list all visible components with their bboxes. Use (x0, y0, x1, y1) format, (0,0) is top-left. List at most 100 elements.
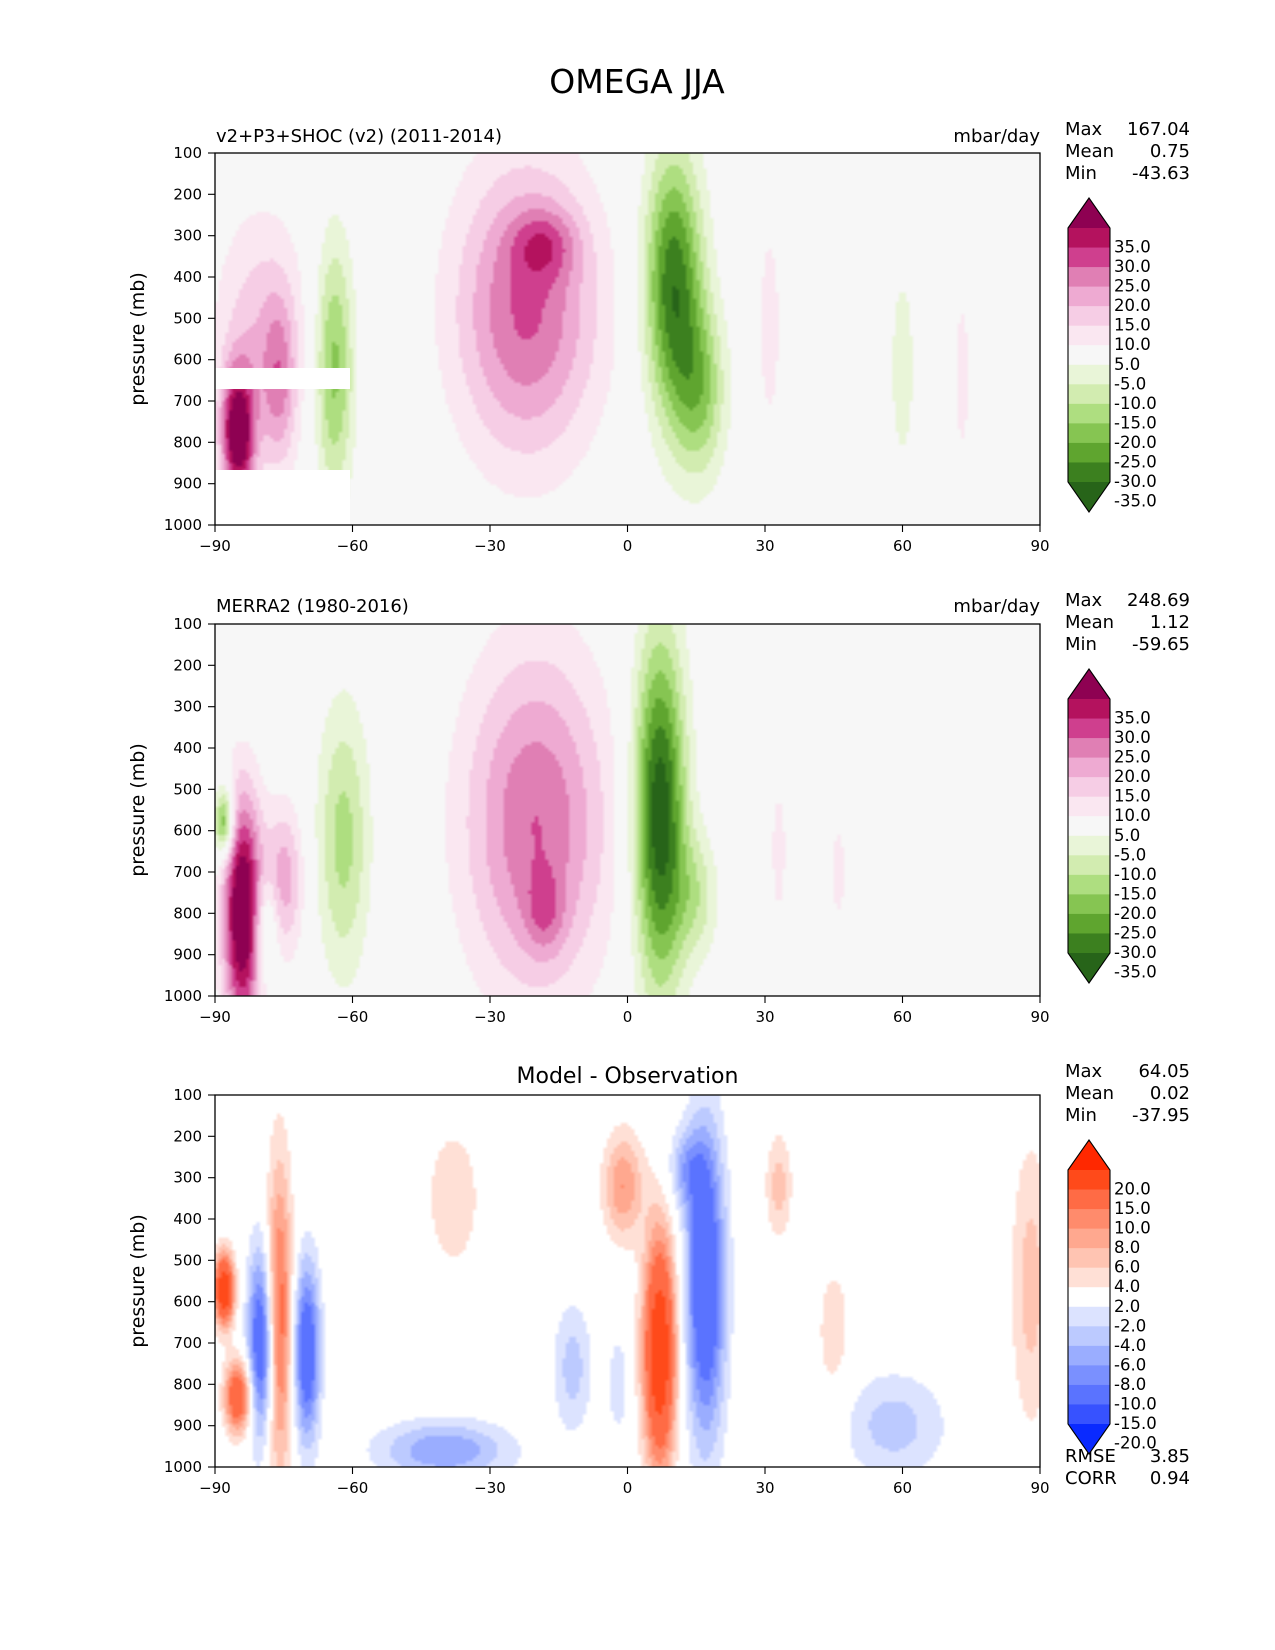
colorbar-level-label: 6.0 (1114, 1258, 1140, 1277)
colorbar-extend-max (1068, 1140, 1110, 1170)
y-tick-label: 600 (173, 822, 202, 840)
y-tick-label: 500 (173, 309, 202, 327)
colorbar-segment (1068, 384, 1110, 405)
y-tick-label: 800 (173, 433, 202, 451)
y-tick-label: 400 (173, 739, 202, 757)
colorbar-level-label: 5.0 (1114, 826, 1140, 845)
y-tick-label: 800 (173, 1375, 202, 1393)
x-tick-label: 30 (755, 1479, 774, 1497)
colorbar-level-label: 15.0 (1114, 316, 1151, 335)
colorbar-segment (1068, 835, 1110, 856)
colorbar-level-label: -25.0 (1114, 452, 1157, 471)
colorbar-segment (1068, 816, 1110, 837)
y-tick-label: 200 (173, 185, 202, 203)
colorbar-extend-max (1068, 198, 1110, 228)
colorbar-segment (1068, 442, 1110, 463)
stat-rmse-label: RMSE (1065, 1446, 1116, 1467)
y-tick-label: 900 (173, 475, 202, 493)
x-tick-label: −60 (337, 1479, 369, 1497)
x-tick-label: 30 (755, 1008, 774, 1026)
colorbar-level-label: -15.0 (1114, 1414, 1157, 1433)
colorbar-segment (1068, 757, 1110, 778)
y-tick-label: 700 (173, 392, 202, 410)
colorbar-segment (1068, 403, 1110, 424)
colorbar-level-label: 20.0 (1114, 1180, 1151, 1199)
colorbar-segment (1068, 325, 1110, 346)
colorbar-level-label: -20.0 (1114, 904, 1157, 923)
colorbar-level-label: -8.0 (1114, 1375, 1146, 1394)
colorbar-segment (1068, 1248, 1110, 1269)
y-tick-label: 300 (173, 698, 202, 716)
y-tick-label: 1000 (164, 516, 202, 534)
y-axis-label: pressure (mb) (127, 272, 149, 406)
colorbar-segment (1068, 1326, 1110, 1347)
stat-max-value: 167.04 (1127, 119, 1190, 140)
colorbar-segment (1068, 933, 1110, 954)
colorbar-level-label: -4.0 (1114, 1336, 1146, 1355)
masked-region (215, 470, 350, 525)
panel-title: Model - Observation (517, 1064, 739, 1089)
stats-box: Max 167.04 Mean 0.75 Min -43.63 (1065, 119, 1190, 184)
colorbar-extend-max (1068, 669, 1110, 699)
y-tick-label: 800 (173, 904, 202, 922)
colorbar-segment (1068, 247, 1110, 268)
colorbar-segment (1068, 1267, 1110, 1288)
colorbar-segment (1068, 913, 1110, 934)
stat-max-value: 248.69 (1127, 590, 1190, 611)
colorbar-segment (1068, 306, 1110, 327)
x-tick-label: −90 (199, 1479, 231, 1497)
colorbar-level-label: 35.0 (1114, 709, 1151, 728)
y-tick-label: 300 (173, 1169, 202, 1187)
panel-title: MERRA2 (1980-2016) (216, 596, 409, 617)
panel-difference: 100 200 300 400 500 600 700 800 900 1000… (127, 1061, 1190, 1497)
stats-box: Max 248.69 Mean 1.12 Min -59.65 (1065, 590, 1190, 655)
colorbar-extend-min (1068, 953, 1110, 983)
stat-min-label: Min (1065, 634, 1097, 655)
colorbar-level-label: -6.0 (1114, 1355, 1146, 1374)
y-tick-label: 700 (173, 863, 202, 881)
colorbar-level-label: -30.0 (1114, 943, 1157, 962)
colorbar-level-label: 15.0 (1114, 1199, 1151, 1218)
stat-mean-label: Mean (1065, 612, 1114, 633)
stat-min-value: -59.65 (1132, 634, 1190, 655)
colorbar-extend-min (1068, 482, 1110, 512)
colorbar-level-label: -5.0 (1114, 845, 1146, 864)
x-tick-label: −30 (474, 1479, 506, 1497)
colorbar-segment (1068, 1345, 1110, 1366)
colorbar-segment (1068, 1189, 1110, 1210)
x-tick-label: 60 (893, 1479, 912, 1497)
y-axis-label: pressure (mb) (127, 1214, 149, 1348)
stat-max-label: Max (1065, 1061, 1103, 1082)
y-tick-label: 400 (173, 1210, 202, 1228)
stat-max-label: Max (1065, 590, 1103, 611)
y-tick-label: 100 (173, 144, 202, 162)
x-tick-label: 0 (623, 1479, 633, 1497)
x-tick-label: −60 (337, 537, 369, 555)
y-tick-label: 600 (173, 351, 202, 369)
y-tick-label: 900 (173, 946, 202, 964)
colorbar-level-label: -10.0 (1114, 394, 1157, 413)
units-label: mbar/day (953, 126, 1040, 147)
colorbar-level-label: 20.0 (1114, 767, 1151, 786)
panel-title: v2+P3+SHOC (v2) (2011-2014) (216, 126, 502, 147)
colorbar-outline (1067, 1139, 1111, 1455)
stats-box: Max 64.05 Mean 0.02 Min -37.95 (1065, 1061, 1190, 1126)
y-tick-label: 700 (173, 1334, 202, 1352)
y-tick-label: 600 (173, 1293, 202, 1311)
x-axis: −90 −60 −30 0 30 60 90 (199, 996, 1050, 1026)
colorbar-segment (1068, 874, 1110, 895)
stat-mean-value: 1.12 (1150, 612, 1190, 633)
stat-min-value: -37.95 (1132, 1105, 1190, 1126)
colorbar-segment (1068, 228, 1110, 249)
y-axis-label: pressure (mb) (127, 743, 149, 877)
x-axis: −90 −60 −30 0 30 60 90 (199, 525, 1050, 555)
stat-corr-label: CORR (1065, 1468, 1117, 1489)
colorbar-level-label: 25.0 (1114, 277, 1151, 296)
units-label: mbar/day (953, 596, 1040, 617)
y-tick-label: 100 (173, 615, 202, 633)
heatmap-image (215, 624, 1040, 996)
colorbar-segment (1068, 462, 1110, 483)
heatmap-image (215, 153, 1040, 525)
colorbar-outline (1067, 197, 1111, 513)
x-tick-label: 90 (1030, 1479, 1049, 1497)
